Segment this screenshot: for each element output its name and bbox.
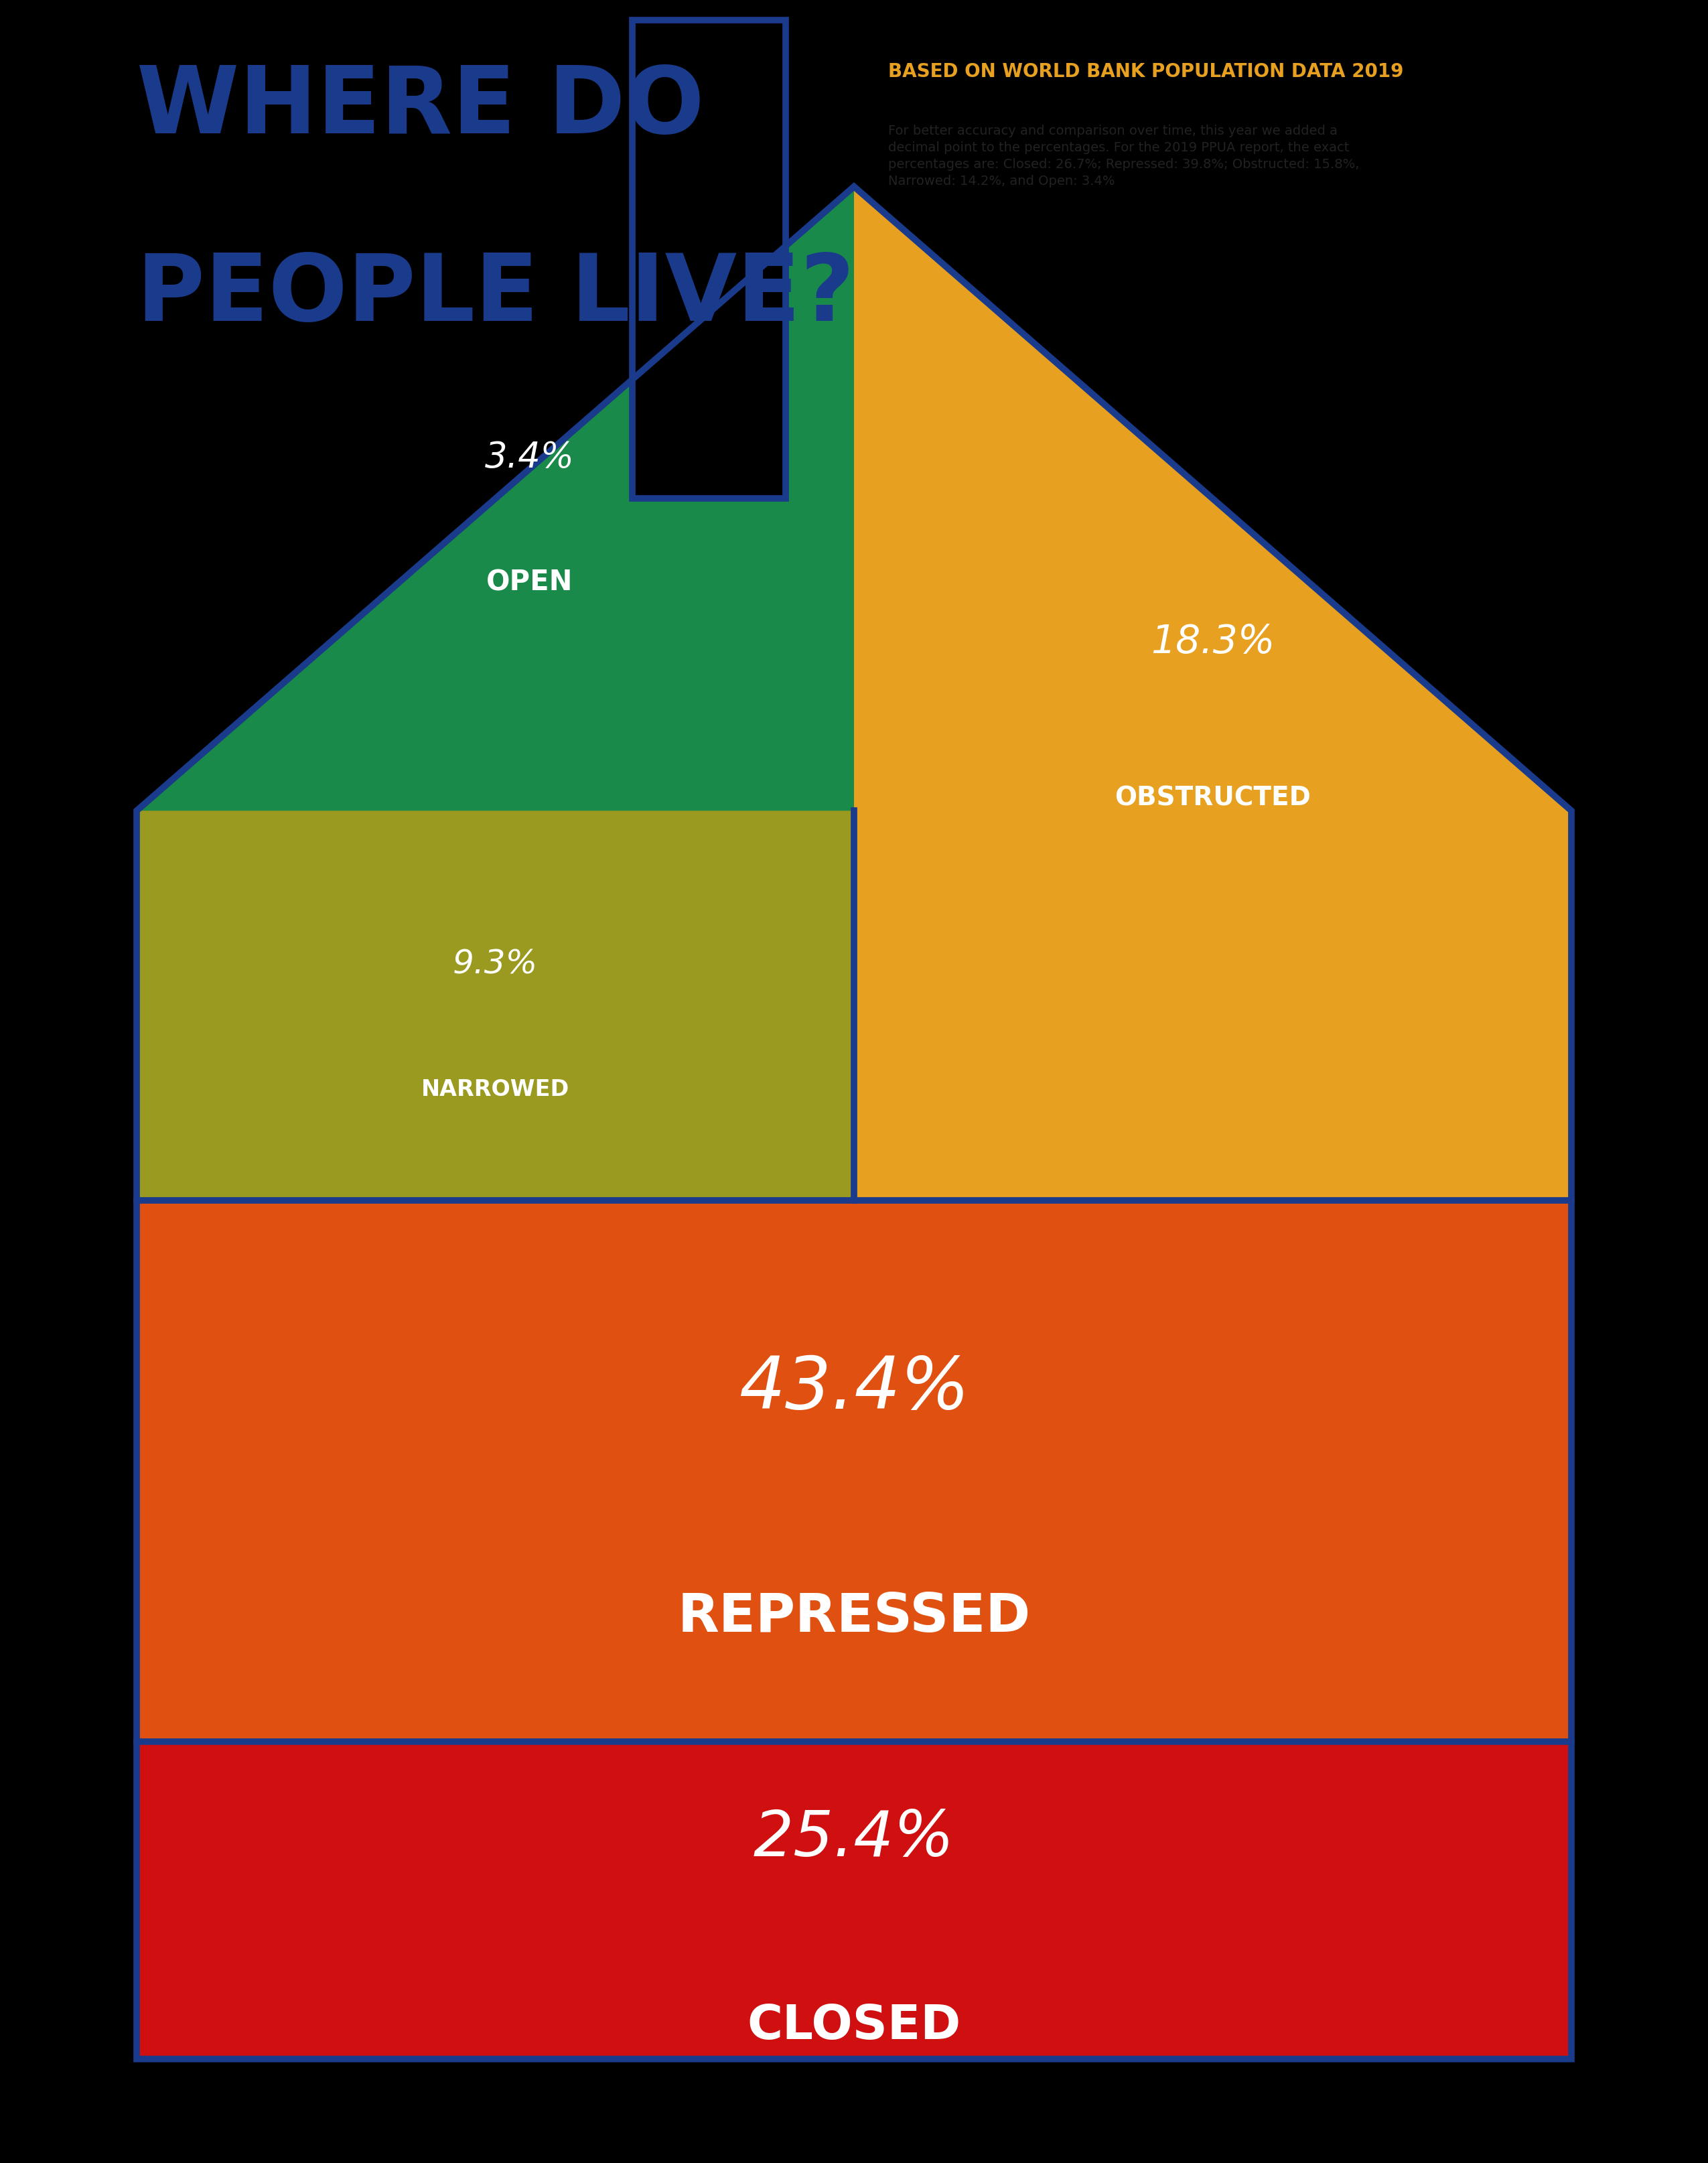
Text: 9.3%: 9.3%	[453, 947, 538, 980]
Text: NARROWED: NARROWED	[422, 1077, 569, 1101]
Text: CLOSED: CLOSED	[746, 2003, 962, 2048]
Text: OPEN: OPEN	[487, 569, 572, 597]
Text: OBSTRUCTED: OBSTRUCTED	[1115, 785, 1310, 811]
Text: WHERE DO: WHERE DO	[137, 63, 704, 154]
Text: REPRESSED: REPRESSED	[678, 1590, 1030, 1644]
Text: BASED ON WORLD BANK POPULATION DATA 2019: BASED ON WORLD BANK POPULATION DATA 2019	[888, 63, 1404, 82]
Text: 18.3%: 18.3%	[1151, 623, 1274, 662]
Text: 3.4%: 3.4%	[485, 439, 574, 476]
Bar	[137, 811, 854, 1200]
Text: PEOPLE LIVE?: PEOPLE LIVE?	[137, 249, 854, 340]
Bar	[137, 1200, 1571, 1741]
Text: For better accuracy and comparison over time, this year we added a
decimal point: For better accuracy and comparison over …	[888, 125, 1360, 188]
Bar	[632, 22, 786, 500]
Bar	[137, 1741, 1571, 2059]
Bar	[854, 811, 1571, 1200]
Polygon shape	[854, 188, 1571, 811]
Polygon shape	[137, 188, 854, 811]
Text: 43.4%: 43.4%	[738, 1352, 970, 1423]
Text: 25.4%: 25.4%	[753, 1808, 955, 1869]
